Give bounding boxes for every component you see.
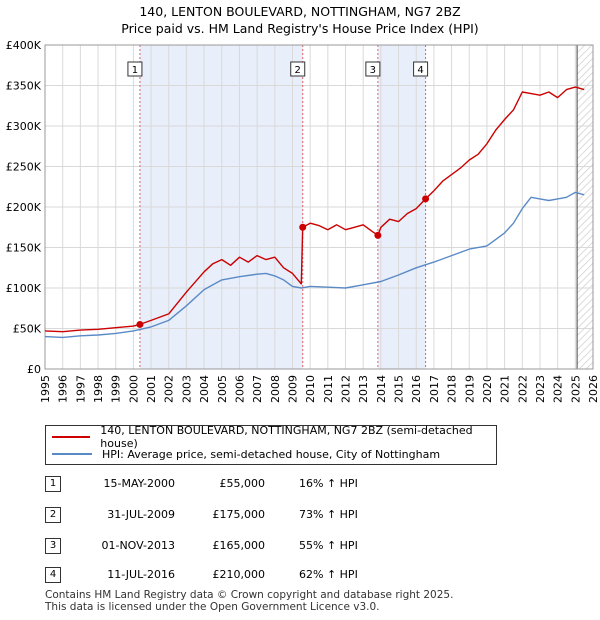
transaction-row: 1 15-MAY-2000 £55,000 16% ↑ HPI [45,476,405,494]
legend-item-price: 140, LENTON BOULEVARD, NOTTINGHAM, NG7 2… [52,424,496,450]
x-tick-label: 2017 [428,375,441,403]
x-tick-label: 2007 [251,375,264,403]
y-tick-label: £350K [6,80,42,93]
x-tick-label: 2004 [198,375,211,403]
legend-price-swatch [52,436,91,438]
chart-title: 140, LENTON BOULEVARD, NOTTINGHAM, NG7 2… [139,4,461,19]
y-tick-label: £400K [6,39,42,52]
x-tick-label: 1999 [110,375,123,403]
legend-hpi-swatch [52,453,92,455]
legend-price-label: 140, LENTON BOULEVARD, NOTTINGHAM, NG7 2… [100,424,473,450]
transaction-hpi: 62% ↑ HPI [299,568,358,581]
chart-subtitle: Price paid vs. HM Land Registry's House … [121,21,479,36]
transaction-hpi: 73% ↑ HPI [299,508,358,521]
x-tick-label: 1997 [74,375,87,403]
x-tick-label: 2009 [286,375,299,403]
x-tick-label: 2011 [322,375,335,403]
y-tick-label: £200K [6,201,42,214]
x-tick-label: 2023 [534,375,547,403]
legend-item-hpi: HPI: Average price, semi-detached house,… [52,446,440,462]
x-tick-label: 2021 [499,375,512,403]
x-tick-label: 2014 [375,375,388,403]
x-tick-label: 2008 [269,375,282,403]
x-tick-label: 2005 [216,375,229,403]
transaction-date: 01-NOV-2013 [101,539,175,552]
sale-point [422,195,430,203]
transaction-row: 3 01-NOV-2013 £165,000 55% ↑ HPI [45,538,405,556]
price-series-line [44,86,585,333]
sale-point [374,231,382,239]
x-tick-label: 1996 [57,375,70,403]
x-tick-label: 2002 [163,375,176,403]
x-tick-label: 2020 [481,375,494,403]
x-tick-label: 2006 [233,375,246,403]
x-tick-label: 2016 [410,375,423,403]
transaction-price: £165,000 [212,539,266,552]
x-tick-label: 2003 [180,375,193,403]
marker-label: 3 [370,65,376,76]
y-tick-label: £150K [6,242,42,255]
x-tick-label: 2001 [145,375,158,403]
x-tick-label: 2015 [393,375,406,403]
legend-hpi-label: HPI: Average price, semi-detached house,… [102,447,441,461]
y-tick-label: £300K [6,120,42,133]
x-tick-label: 2018 [446,375,459,403]
footer-copyright: Contains HM Land Registry data © Crown c… [45,589,454,601]
y-tick-label: £250K [6,161,42,174]
x-tick-label: 2010 [304,375,317,403]
plot-frame [44,44,594,370]
transaction-price: £210,000 [212,568,266,581]
transaction-hpi: 55% ↑ HPI [299,539,358,552]
marker-label: 1 [132,65,138,76]
transaction-number: 1 [45,476,61,492]
marker-box [365,61,381,77]
x-tick-label: 1998 [92,375,105,403]
y-tick-label: £100K [6,282,42,295]
transaction-date: 15-MAY-2000 [103,477,175,490]
x-tick-label: 2013 [357,375,370,403]
transaction-date: 11-JUL-2016 [107,568,175,581]
transaction-number: 2 [45,507,61,523]
marker-box [290,61,306,77]
marker-label: 2 [295,65,301,76]
x-tick-label: 1995 [39,375,52,403]
hpi-series-line [44,191,585,339]
marker-box [413,61,429,77]
marker-label: 4 [417,65,423,76]
transaction-date: 31-JUL-2009 [107,508,175,521]
transaction-price: £175,000 [212,508,266,521]
transaction-hpi: 16% ↑ HPI [299,477,358,490]
transaction-price: £55,000 [219,477,266,490]
price-chart: 1 2 3 4 £0 £50K £100K £150K £200K £250K £300K £350K… [6,39,600,403]
x-tick-label: 2022 [516,375,529,403]
x-tick-label: 2012 [340,375,353,403]
x-tick-label: 2025 [569,375,582,403]
x-tick-label: 2024 [552,375,565,403]
x-tick-label: 2026 [587,375,600,403]
transaction-row: 2 31-JUL-2009 £175,000 73% ↑ HPI [45,507,405,525]
x-tick-label: 2019 [463,375,476,403]
y-tick-label: £0 [27,363,41,376]
footer-licence: This data is licensed under the Open Gov… [45,601,380,613]
marker-box [127,61,143,77]
y-tick-label: £50K [13,323,42,336]
legend: 140, LENTON BOULEVARD, NOTTINGHAM, NG7 2… [45,424,497,465]
transaction-row: 4 11-JUL-2016 £210,000 62% ↑ HPI [45,567,405,585]
x-tick-label: 2000 [127,375,140,403]
sale-point [299,223,307,231]
transaction-number: 3 [45,538,61,554]
transaction-number: 4 [45,567,61,583]
sale-point [136,320,144,328]
